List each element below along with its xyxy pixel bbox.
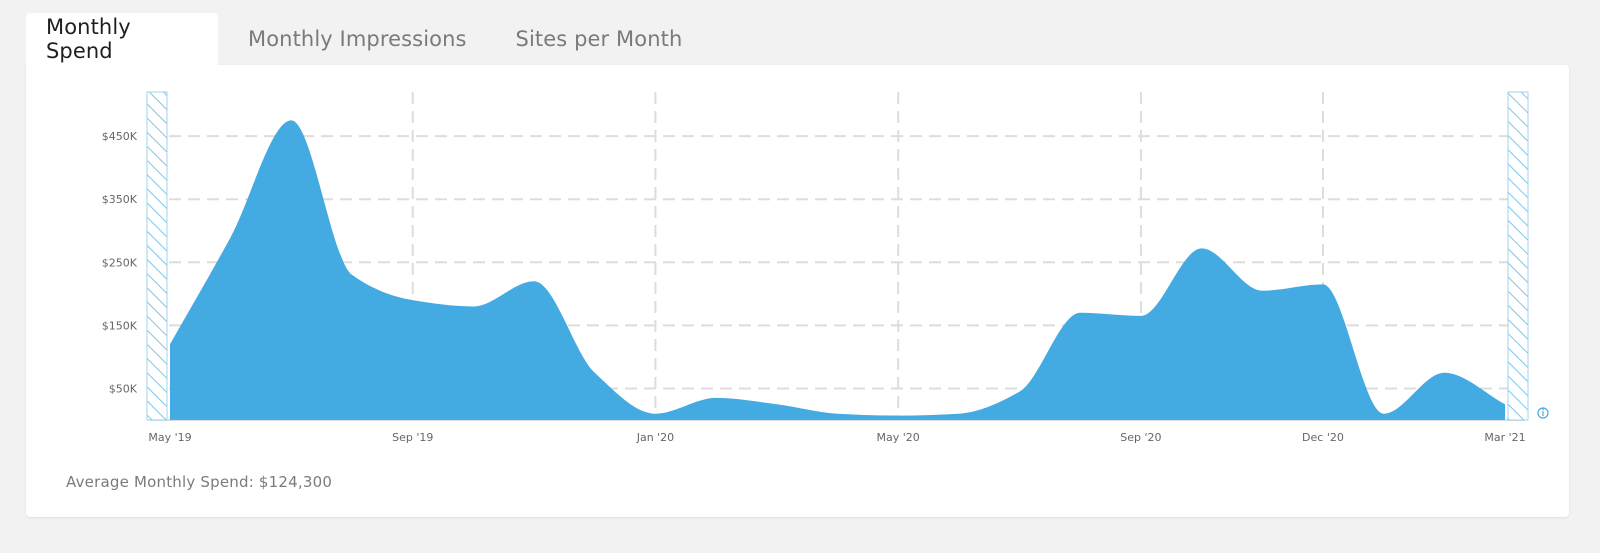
y-tick-label: $50K <box>109 382 138 395</box>
x-tick-label: Dec '20 <box>1302 431 1344 444</box>
tab-monthly-impressions[interactable]: Monthly Impressions <box>248 27 467 51</box>
x-tick-label: Sep '20 <box>1120 431 1161 444</box>
hatch-left <box>146 91 168 421</box>
y-tick-label: $450K <box>102 130 138 143</box>
x-tick-label: May '20 <box>877 431 920 444</box>
info-icon[interactable] <box>1537 407 1549 419</box>
x-tick-label: Sep '19 <box>392 431 433 444</box>
y-tick-label: $250K <box>102 256 138 269</box>
y-axis-labels: $50K $150K $250K $350K $450K <box>102 130 138 395</box>
x-tick-label: May '19 <box>148 431 191 444</box>
x-tick-label: Jan '20 <box>636 431 674 444</box>
average-monthly-spend: Average Monthly Spend: $124,300 <box>66 473 333 491</box>
tab-monthly-spend[interactable]: Monthly Spend <box>26 13 218 65</box>
tab-sites-per-month[interactable]: Sites per Month <box>515 27 683 51</box>
out-of-range-hatch <box>146 91 1529 421</box>
y-tick-label: $350K <box>102 193 138 206</box>
y-tick-label: $150K <box>102 319 138 332</box>
spend-area <box>170 120 1505 420</box>
x-axis-labels: May '19 Sep '19 Jan '20 May '20 Sep '20 Dec '… <box>148 431 1525 444</box>
x-tick-label: Mar '21 <box>1484 431 1525 444</box>
hatch-right <box>1507 91 1529 421</box>
tab-bar: Monthly Spend Monthly Impressions Sites … <box>26 13 704 65</box>
